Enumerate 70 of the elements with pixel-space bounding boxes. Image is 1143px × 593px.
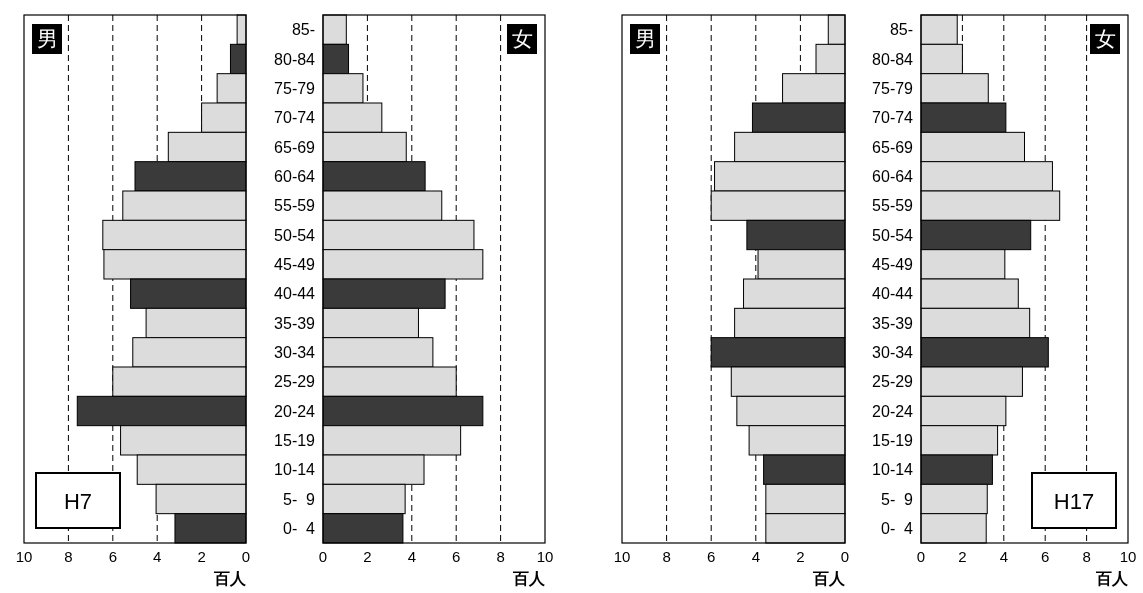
y-tick-label: 25-29 — [274, 373, 316, 391]
y-tick-label: 75-79 — [872, 79, 914, 97]
x-tick-label: 8 — [496, 548, 505, 565]
y-tick-label: 55-59 — [274, 197, 316, 215]
x-tick-label: 10 — [1119, 548, 1137, 565]
x-tick-label: 6 — [707, 548, 716, 565]
y-tick-label: 45-49 — [274, 255, 316, 273]
y-tick-label: 55-59 — [872, 197, 914, 215]
x-tick-label: 6 — [452, 548, 461, 565]
y-tick-label: 5- 9 — [282, 490, 316, 508]
x-tick-label: 0 — [241, 548, 251, 565]
x-tick-label: 4 — [153, 548, 162, 565]
x-tick-label: 2 — [958, 548, 967, 565]
x-tick-label: 8 — [64, 548, 73, 565]
y-tick-label: 30-34 — [274, 343, 316, 361]
y-tick-label: 45-49 — [872, 255, 914, 273]
annotation: 男 — [36, 27, 58, 50]
y-tick-label: 0- 4 — [880, 519, 914, 537]
annotation: 女 — [1094, 27, 1116, 50]
y-tick-label: 15-19 — [274, 431, 316, 449]
y-tick-label: 10-14 — [274, 461, 316, 479]
x-tick-label: 0 — [916, 548, 926, 565]
y-tick-label: 20-24 — [872, 402, 914, 420]
y-tick-label: 25-29 — [872, 373, 914, 391]
annotation: H7 — [63, 488, 93, 514]
y-tick-label: 35-39 — [872, 314, 914, 332]
x-axis-title: 百人 — [1095, 570, 1129, 587]
x-tick-label: 2 — [363, 548, 372, 565]
y-tick-label: 70-74 — [274, 109, 316, 127]
y-tick-label: 5- 9 — [880, 490, 914, 508]
y-tick-label: 15-19 — [872, 431, 914, 449]
y-tick-label: 50-54 — [872, 226, 914, 244]
y-tick-label: 50-54 — [274, 226, 316, 244]
x-tick-label: 10 — [15, 548, 33, 565]
x-tick-label: 6 — [108, 548, 117, 565]
x-axis-title: 百人 — [512, 570, 546, 587]
y-tick-label: 80-84 — [872, 50, 914, 68]
y-tick-label: 65-69 — [274, 138, 316, 156]
x-tick-label: 10 — [613, 548, 631, 565]
y-tick-label: 20-24 — [274, 402, 316, 420]
x-tick-label: 0 — [318, 548, 328, 565]
x-tick-label: 4 — [751, 548, 760, 565]
y-tick-label: 30-34 — [872, 343, 914, 361]
x-tick-label: 8 — [1082, 548, 1091, 565]
x-tick-label: 2 — [197, 548, 206, 565]
x-tick-label: 2 — [796, 548, 805, 565]
annotation: 女 — [511, 27, 533, 50]
x-tick-label: 4 — [999, 548, 1008, 565]
x-tick-label: 4 — [407, 548, 416, 565]
y-tick-label: 40-44 — [274, 285, 316, 303]
y-tick-label: 60-64 — [872, 167, 914, 185]
y-tick-label: 40-44 — [872, 285, 914, 303]
x-axis-title: 百人 — [213, 570, 247, 587]
annotation: H17 — [1053, 488, 1095, 514]
y-tick-label: 75-79 — [274, 79, 316, 97]
y-tick-label: 10-14 — [872, 461, 914, 479]
x-axis-title: 百人 — [812, 570, 846, 587]
y-tick-label: 80-84 — [274, 50, 316, 68]
annotation: 男 — [634, 27, 656, 50]
y-tick-label: 60-64 — [274, 167, 316, 185]
y-tick-label: 85- — [291, 21, 315, 39]
y-tick-label: 70-74 — [872, 109, 914, 127]
x-tick-label: 6 — [1041, 548, 1050, 565]
x-tick-label: 10 — [536, 548, 554, 565]
y-tick-label: 0- 4 — [282, 519, 316, 537]
x-tick-label: 8 — [662, 548, 671, 565]
y-tick-label: 65-69 — [872, 138, 914, 156]
x-tick-label: 0 — [840, 548, 850, 565]
y-tick-label: 85- — [889, 21, 913, 39]
y-tick-label: 35-39 — [274, 314, 316, 332]
